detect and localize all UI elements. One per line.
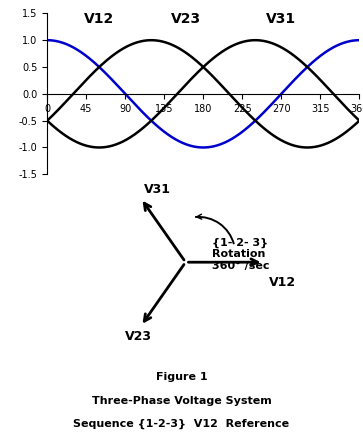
Text: V31: V31 [266,12,296,26]
Text: V23: V23 [171,12,201,26]
Text: Figure 1: Figure 1 [156,372,207,382]
Text: V31: V31 [144,182,171,195]
Text: Three-Phase Voltage System: Three-Phase Voltage System [91,396,272,406]
Text: {1- 2- 3}
Rotation
360° /sec: {1- 2- 3} Rotation 360° /sec [212,238,270,271]
Text: V12: V12 [269,276,296,289]
Text: V12: V12 [84,12,114,26]
Text: Sequence {1-2-3}  V12  Reference: Sequence {1-2-3} V12 Reference [73,418,290,429]
Text: V23: V23 [125,330,152,343]
